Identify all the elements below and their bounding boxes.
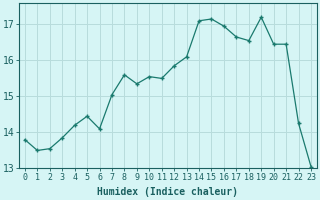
X-axis label: Humidex (Indice chaleur): Humidex (Indice chaleur) — [98, 187, 238, 197]
